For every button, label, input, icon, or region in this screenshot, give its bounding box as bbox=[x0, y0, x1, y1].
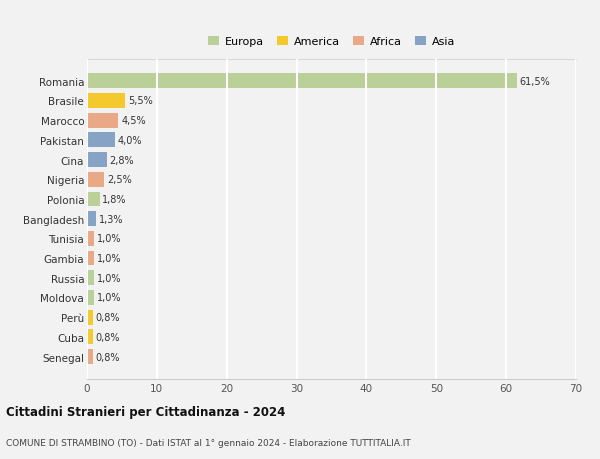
Legend: Europa, America, Africa, Asia: Europa, America, Africa, Asia bbox=[205, 34, 458, 50]
Text: COMUNE DI STRAMBINO (TO) - Dati ISTAT al 1° gennaio 2024 - Elaborazione TUTTITAL: COMUNE DI STRAMBINO (TO) - Dati ISTAT al… bbox=[6, 438, 411, 448]
Bar bbox=[87, 153, 107, 168]
Bar bbox=[87, 310, 92, 325]
Bar bbox=[87, 94, 125, 109]
Bar bbox=[87, 113, 118, 128]
Text: 0,8%: 0,8% bbox=[95, 313, 120, 323]
Bar bbox=[87, 74, 517, 89]
Bar bbox=[87, 251, 94, 266]
Bar bbox=[87, 133, 115, 148]
Bar bbox=[87, 231, 94, 246]
Text: 1,0%: 1,0% bbox=[97, 293, 121, 303]
Bar bbox=[87, 173, 104, 187]
Text: 2,5%: 2,5% bbox=[107, 175, 132, 185]
Text: 4,5%: 4,5% bbox=[121, 116, 146, 126]
Text: 5,5%: 5,5% bbox=[128, 96, 153, 106]
Text: 1,0%: 1,0% bbox=[97, 273, 121, 283]
Bar bbox=[87, 271, 94, 285]
Text: 2,8%: 2,8% bbox=[109, 155, 134, 165]
Bar bbox=[87, 192, 100, 207]
Bar bbox=[87, 330, 92, 345]
Text: 0,8%: 0,8% bbox=[95, 332, 120, 342]
Text: 1,0%: 1,0% bbox=[97, 253, 121, 263]
Text: 1,0%: 1,0% bbox=[97, 234, 121, 244]
Bar bbox=[87, 212, 96, 227]
Text: 61,5%: 61,5% bbox=[520, 77, 550, 87]
Bar bbox=[87, 349, 92, 364]
Text: 4,0%: 4,0% bbox=[118, 135, 142, 146]
Text: 1,3%: 1,3% bbox=[99, 214, 124, 224]
Text: 0,8%: 0,8% bbox=[95, 352, 120, 362]
Bar bbox=[87, 291, 94, 305]
Text: 1,8%: 1,8% bbox=[103, 195, 127, 205]
Text: Cittadini Stranieri per Cittadinanza - 2024: Cittadini Stranieri per Cittadinanza - 2… bbox=[6, 405, 286, 418]
